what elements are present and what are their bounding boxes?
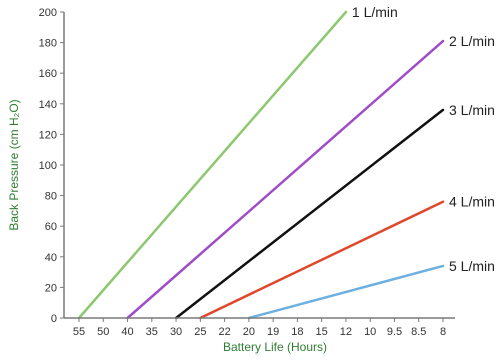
series-lines xyxy=(77,10,445,320)
x-tick-label: 20 xyxy=(243,326,255,338)
y-tick-label: 120 xyxy=(39,129,57,141)
y-tick-label: 0 xyxy=(51,313,57,325)
x-tick-label: 35 xyxy=(146,326,158,338)
y-axis-title: Back Pressure (cm H₂O) xyxy=(7,99,21,230)
series-label: 2 L/min xyxy=(449,33,495,49)
y-axis-ticks: 0 20 40 60 80 100 120 140 160 180 200 xyxy=(39,7,64,325)
y-tick-label: 180 xyxy=(39,38,57,50)
x-axis-ticks: 55 50 40 35 30 25 22 20 19 18 15 12 10 9.5 8.5 8 xyxy=(73,318,446,338)
x-tick-label: 18 xyxy=(291,326,303,338)
y-tick-label: 100 xyxy=(39,160,57,172)
series-label: 3 L/min xyxy=(449,102,495,118)
x-axis-title: Battery Life (Hours) xyxy=(223,340,327,354)
x-tick-label: 8 xyxy=(440,326,446,338)
x-tick-label: 25 xyxy=(194,326,206,338)
series-line-3-l-min xyxy=(174,108,445,320)
x-tick-label: 30 xyxy=(170,326,182,338)
series-line-1-l-min xyxy=(77,10,348,320)
series-line-4-l-min xyxy=(199,200,445,320)
series-line-5-l-min xyxy=(247,264,445,320)
x-tick-label: 12 xyxy=(340,326,352,338)
x-tick-label: 40 xyxy=(121,326,133,338)
x-tick-label: 50 xyxy=(97,326,109,338)
series-label: 4 L/min xyxy=(449,194,495,210)
x-tick-label: 55 xyxy=(73,326,85,338)
y-tick-label: 140 xyxy=(39,99,57,111)
series-line-2-l-min xyxy=(126,39,445,320)
series-label: 5 L/min xyxy=(449,258,495,274)
x-tick-label: 15 xyxy=(316,326,328,338)
y-tick-label: 40 xyxy=(45,252,57,264)
x-tick-label: 22 xyxy=(218,326,230,338)
y-tick-label: 200 xyxy=(39,7,57,19)
x-tick-label: 8.5 xyxy=(411,326,426,338)
x-tick-label: 10 xyxy=(364,326,376,338)
x-tick-label: 9.5 xyxy=(387,326,402,338)
y-tick-label: 60 xyxy=(45,221,57,233)
y-tick-label: 160 xyxy=(39,68,57,80)
y-tick-label: 80 xyxy=(45,191,57,203)
y-tick-label: 20 xyxy=(45,282,57,294)
x-tick-label: 19 xyxy=(267,326,279,338)
series-label: 1 L/min xyxy=(352,4,398,20)
series-labels: 1 L/min 2 L/min 3 L/min 4 L/min 5 L/min xyxy=(352,4,495,274)
